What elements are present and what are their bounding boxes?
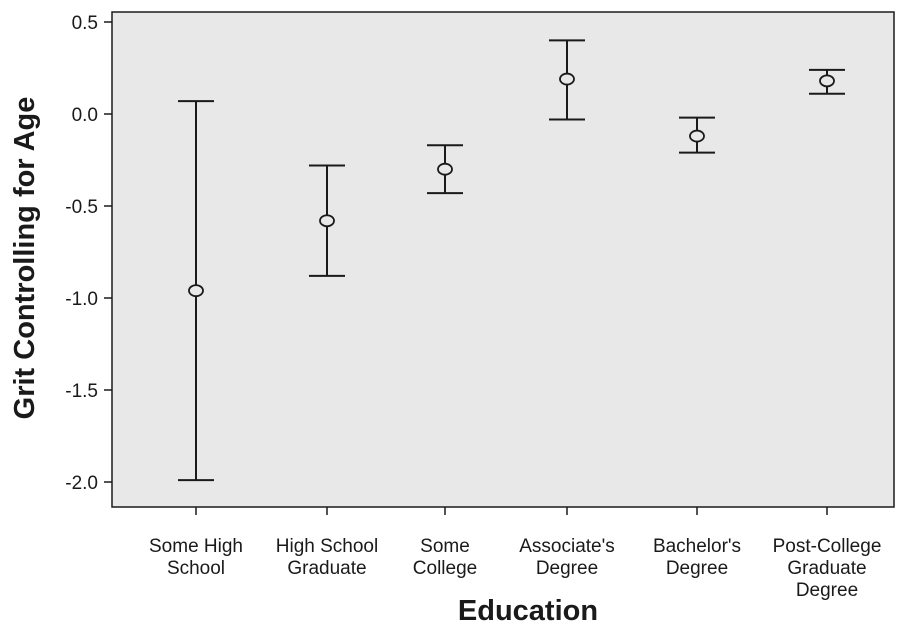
x-tick-label: Some High School [149,536,243,579]
x-tick-label-line: High School [276,536,378,557]
y-axis-title: Grit Controlling for Age [9,97,41,420]
x-tick-label-line: Graduate [787,558,866,579]
x-tick-label: Some College [413,536,477,579]
x-tick-label-line: Post-College [773,536,882,557]
x-tick-label: Bachelor's Degree [653,536,741,579]
x-axis-title: Education [458,595,598,627]
y-tick-label: -0.5 [65,197,98,218]
mean-point [188,284,204,298]
x-tick-label-line: School [167,558,225,579]
x-tick-label-line: Associate's [519,536,615,557]
x-tick-label-line: Degree [666,558,728,579]
y-tick-label: 0.5 [72,13,98,34]
mean-point [689,129,705,143]
y-axis: 0.5 0.0 -0.5 -1.0 -1.5 -2.0 [65,13,112,494]
mean-point [319,214,335,228]
x-tick-label-line: Some [420,536,470,557]
x-tick-label: High School Graduate [276,536,378,579]
x-tick-label-line: Bachelor's [653,536,741,557]
x-tick-label: Post-College Graduate Degree [773,536,882,601]
y-tick-label: -1.0 [65,289,98,310]
x-tick-label-line: College [413,558,477,579]
x-tick-label: Associate's Degree [519,536,615,579]
mean-point [819,74,835,88]
x-tick-label-line: Degree [536,558,598,579]
x-tick-label-line: Some High [149,536,243,557]
y-tick-label: -2.0 [65,473,98,494]
x-tick-label-line: Degree [796,580,858,601]
mean-point [437,162,453,176]
y-tick-label: -1.5 [65,381,98,402]
y-tick-label: 0.0 [72,105,98,126]
error-bars [178,39,845,482]
mean-point [559,72,575,86]
plot-area [111,11,895,508]
x-tick-label-line: Graduate [287,558,366,579]
